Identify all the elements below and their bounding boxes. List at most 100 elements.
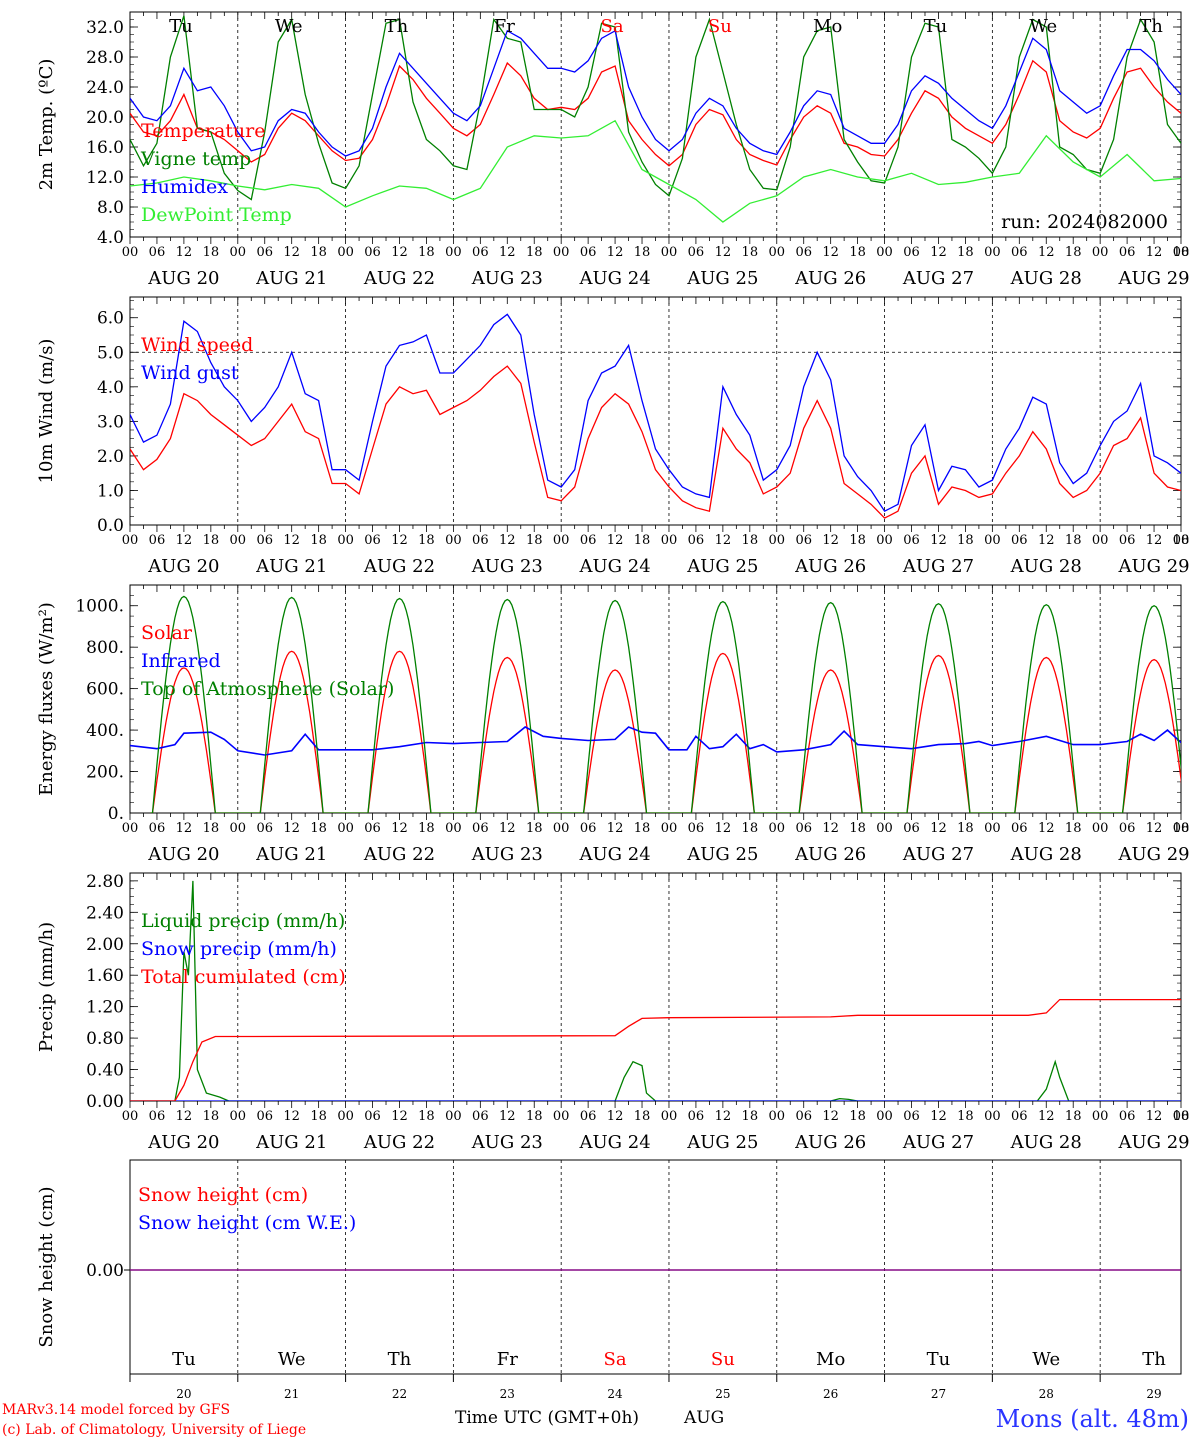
weekday-label: Th: [388, 1349, 412, 1370]
hour-tick-label: 06: [472, 533, 489, 548]
hour-tick-label: 12: [391, 245, 408, 260]
weekday-label: Fr: [497, 1349, 518, 1370]
hour-tick-label: 06: [795, 245, 812, 260]
date-label: AUG 24: [578, 1132, 650, 1153]
hour-tick-label: 06: [256, 821, 273, 836]
panel-1: 00 06 12 18 AUG 20 00 06 12 18 AUG 21 00 06 12 18 AUG …: [36, 11, 1190, 289]
hour-tick-label: 12: [930, 1109, 947, 1124]
hour-tick-label: 18: [526, 533, 543, 548]
hour-tick-label: 06: [688, 821, 705, 836]
y-tick-label: 0.00: [86, 1261, 124, 1281]
legend-entry: Top of Atmosphere (Solar): [141, 678, 394, 700]
hour-tick-label: 00: [337, 533, 354, 548]
date-label: AUG 26: [794, 556, 866, 577]
hour-tick-label: 12: [1146, 821, 1163, 836]
day-number-label: 23: [500, 1387, 515, 1401]
day-number-label: 29: [1146, 1387, 1161, 1401]
y-tick-label: 4.0: [97, 378, 124, 398]
hour-tick-label: 00: [984, 821, 1001, 836]
hour-tick-label: 00: [553, 1109, 570, 1124]
hour-tick-label: 12: [283, 821, 300, 836]
y-tick-label: 1.0: [97, 481, 124, 501]
hour-tick-label: 12: [930, 533, 947, 548]
date-label: AUG 27: [902, 1132, 974, 1153]
hour-tick-label: 12: [391, 533, 408, 548]
hour-tick-label: 12: [607, 245, 624, 260]
hour-tick-label: 18: [849, 245, 866, 260]
hour-tick-label: 06: [688, 533, 705, 548]
y-tick-label: 12.0: [86, 168, 124, 188]
weekday-label: Th: [1142, 1349, 1166, 1370]
date-label: AUG 20: [147, 844, 219, 865]
hour-tick-label: 18: [1065, 1109, 1082, 1124]
hour-tick-label: 00: [230, 245, 247, 260]
y-tick-label: 400.: [86, 721, 124, 741]
y-tick-label: 1000.: [75, 597, 124, 617]
date-label: AUG 21: [255, 1132, 327, 1153]
hour-tick-label: 00: [337, 1109, 354, 1124]
hour-tick-label: 18: [957, 533, 974, 548]
hour-tick-label: 06: [472, 821, 489, 836]
y-axis-title: 2m Temp. (ºC): [36, 59, 57, 191]
day-number-label: 20: [176, 1387, 191, 1401]
weekday-label: We: [1029, 16, 1057, 37]
date-label: AUG 27: [902, 556, 974, 577]
series-line-wind-speed: [130, 365, 1181, 519]
y-tick-label: 8.0: [97, 198, 124, 218]
series-line-infrared: [130, 726, 1181, 756]
hour-tick-label: 12: [499, 245, 516, 260]
date-label: AUG 20: [147, 1132, 219, 1153]
hour-tick-label: 06: [364, 245, 381, 260]
hour-tick-label: 00: [122, 533, 139, 548]
y-tick-label: 5.0: [97, 343, 124, 363]
legend-entry: Solar: [141, 622, 193, 644]
date-label: AUG 23: [471, 844, 543, 865]
y-tick-label: 24.0: [86, 78, 124, 98]
hour-tick-label: 18: [310, 533, 327, 548]
hour-tick-label: 00: [1173, 821, 1190, 836]
hour-tick-label: 06: [580, 821, 597, 836]
hour-tick-label: 00: [445, 821, 462, 836]
day-number-label: 25: [715, 1387, 730, 1401]
legend-entry: Wind gust: [141, 362, 239, 384]
y-tick-label: 800.: [86, 638, 124, 658]
x-axis-label: Time UTC (GMT+0h): [455, 1408, 639, 1428]
weekday-label: Th: [385, 16, 409, 37]
weekday-label: Tu: [924, 16, 948, 37]
hour-tick-label: 06: [1119, 821, 1136, 836]
date-label: AUG 20: [147, 556, 219, 577]
hour-tick-label: 00: [1173, 533, 1190, 548]
weekday-label: Tu: [172, 1349, 196, 1370]
hour-tick-label: 00: [445, 1109, 462, 1124]
series-line-temperature: [130, 59, 1181, 167]
hour-tick-label: 12: [391, 1109, 408, 1124]
hour-tick-label: 12: [391, 821, 408, 836]
day-number-label: 24: [607, 1387, 623, 1401]
y-tick-label: 4.0: [97, 228, 124, 248]
hour-tick-label: 12: [715, 533, 732, 548]
hour-tick-label: 12: [499, 821, 516, 836]
hour-tick-label: 00: [553, 533, 570, 548]
hour-tick-label: 06: [1011, 821, 1028, 836]
weekday-label: Su: [711, 1349, 735, 1370]
hour-tick-label: 18: [634, 245, 651, 260]
weekday-label: Sa: [604, 1349, 627, 1370]
series-group: [130, 595, 1181, 813]
day-number-label: 27: [931, 1387, 946, 1401]
date-label: AUG 28: [1010, 556, 1082, 577]
date-label: AUG 27: [902, 268, 974, 289]
plot-frame: [129, 1159, 1182, 1375]
y-tick-label: 2.40: [86, 903, 124, 923]
hour-tick-label: 18: [310, 245, 327, 260]
hour-tick-label: 06: [580, 245, 597, 260]
series-line-total-cumulated-cm-: [130, 998, 1181, 1101]
hour-tick-label: 00: [876, 821, 893, 836]
series-line-humidex: [130, 29, 1181, 157]
hour-tick-label: 18: [310, 821, 327, 836]
weekday-label: Sa: [601, 16, 624, 37]
series-line-top-of-atmosphere-solar-: [150, 595, 1181, 813]
hour-tick-label: 00: [1092, 821, 1109, 836]
series-group: [130, 880, 1181, 1101]
date-label: AUG 25: [686, 1132, 758, 1153]
